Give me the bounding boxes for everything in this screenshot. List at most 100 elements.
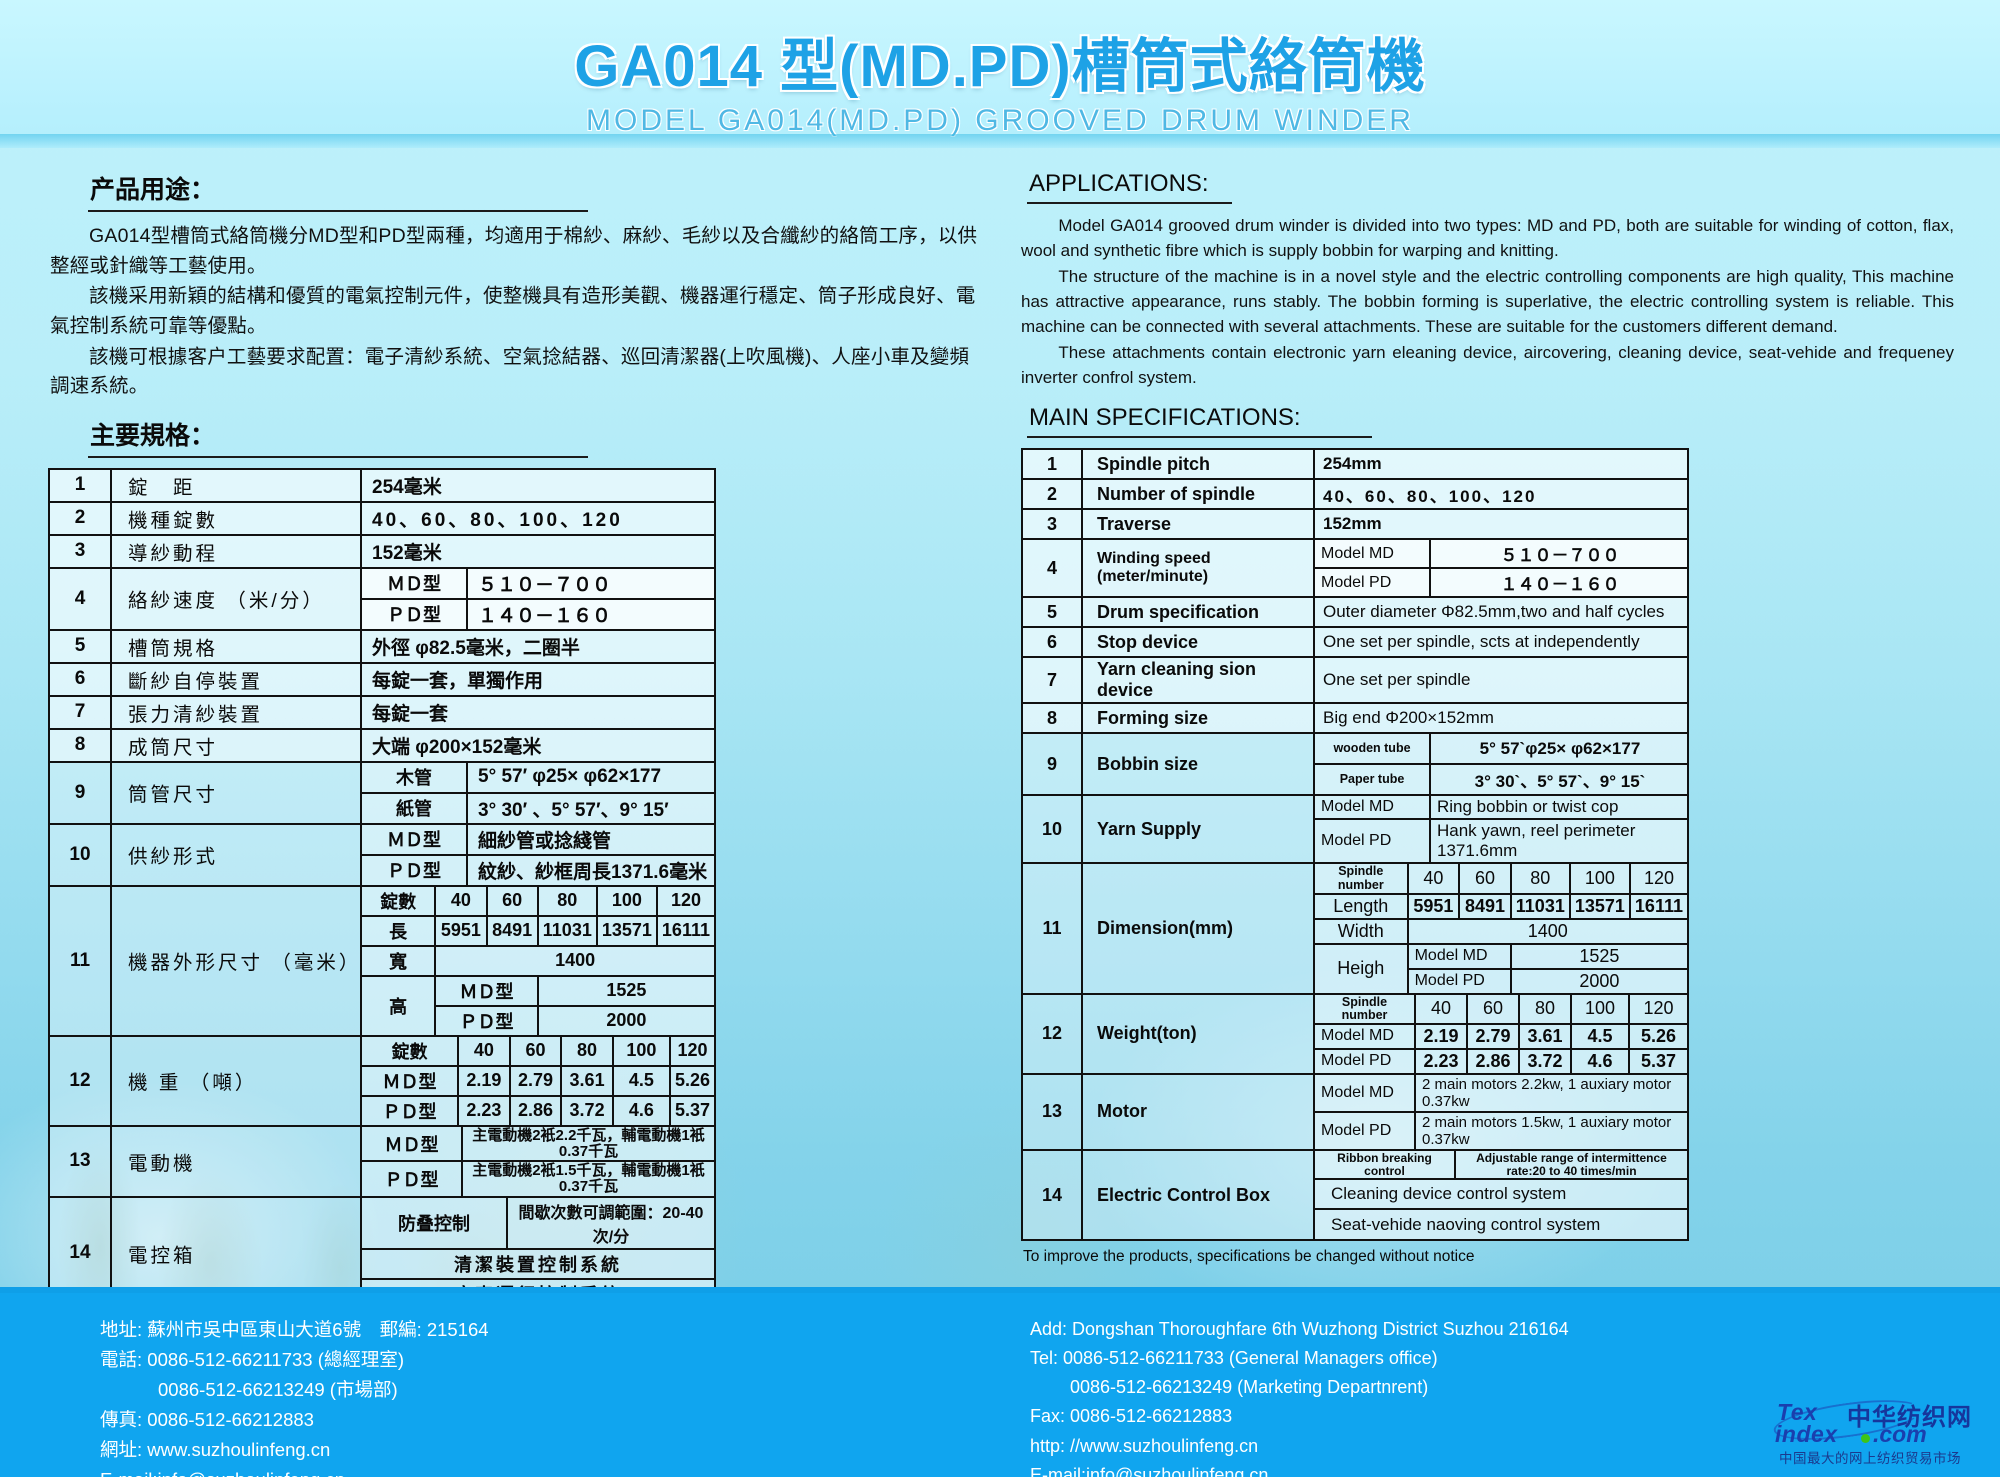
spindle-number-key: Spindle number	[1315, 864, 1409, 895]
texindex-logo[interactable]: Tex 中华纺织网 index .com 中国最大的网上纺织贸易市场	[1771, 1389, 1978, 1467]
height-pd-key: ＰＤ型	[434, 1004, 539, 1035]
footer-tel1-cn: 電話: 0086-512-66211733 (總經理室)	[100, 1348, 405, 1370]
spindle-number-key: 錠數	[362, 886, 437, 917]
motor-pd-key: ＰＤ型	[362, 1160, 463, 1196]
length-100: 13571	[595, 914, 658, 947]
row-label: 機 重 （噸）	[110, 1034, 362, 1127]
spec-table-english: 1 Spindle pitch 254mm 2 Number of spindl…	[1021, 448, 1689, 1242]
row-number: 4	[48, 566, 112, 631]
model-pd-key: Model PD	[1315, 567, 1431, 597]
model-pd-value: 紋紗、紗框周長1371.6毫米	[466, 853, 714, 885]
row-number: 1	[48, 467, 112, 503]
footer-tel1-en: Tel: 0086-512-66211733 (General Managers…	[1030, 1348, 1438, 1369]
dimension-subtable: Spindle number 40 60 80 100 120 Length 5…	[1315, 864, 1687, 993]
spindle-100: 100	[1568, 864, 1631, 895]
applications-paragraph-1-cn: GA014型槽筒式絡筒機分MD型和PD型兩種，均適用于棉紗、麻紗、毛紗以及合纖紗…	[50, 225, 978, 277]
motor-pd-key: Model PD	[1315, 1110, 1416, 1149]
row-label: 電動機	[110, 1124, 362, 1198]
height-pd-value: 2000	[1509, 967, 1687, 993]
row-number: 14	[1021, 1148, 1083, 1242]
row-value: 254mm	[1313, 448, 1689, 481]
table-row: 1 Spindle pitch 254mm	[1021, 448, 1689, 481]
table-row: 5 槽筒規格 外徑 φ82.5毫米，二圈半	[48, 628, 716, 664]
footer-address-en: Add: Dongshan Thoroughfare 6th Wuzhong D…	[1030, 1319, 1569, 1339]
spec-heading-cn: 主要規格：	[90, 421, 216, 450]
spindle-120: 120	[1628, 864, 1687, 895]
length-120: 16111	[655, 914, 714, 947]
row-number: 3	[1021, 508, 1083, 541]
table-row: 7 張力清紗裝置 每錠一套	[48, 694, 716, 730]
length-80: 11031	[536, 914, 598, 947]
height-md-key: Model MD	[1406, 942, 1512, 970]
motor-md-value: 主電動機2衹2.2千瓦，輔電動機1衹0.37千瓦	[461, 1126, 714, 1163]
weight-pd-60: 2.86	[1466, 1047, 1520, 1073]
row-number: 3	[48, 533, 112, 569]
logo-dot-icon	[1861, 1434, 1870, 1443]
row-number: 12	[1021, 992, 1083, 1075]
applications-heading-cn: 产品用途：	[90, 176, 216, 204]
weight-pd-key: ＰＤ型	[362, 1094, 460, 1125]
length-40: 5951	[1406, 892, 1461, 920]
footer-address-cn: 地址: 蘇州市吳中區東山大道6號 郵編: 215164	[100, 1319, 489, 1340]
table-row: 12 機 重 （噸） 錠數 40 60 80 100 120	[48, 1034, 716, 1127]
footer-website-cn[interactable]: 網址: www.suzhoulinfeng.cn	[100, 1438, 331, 1460]
model-md-value: Ring bobbin or twist cop	[1429, 796, 1687, 821]
spindle-100: 100	[1570, 994, 1630, 1025]
paper-tube-value: 3° 30′ 、5° 57′、9° 15′	[466, 791, 714, 823]
row-value: 每錠一套，單獨作用	[360, 661, 716, 697]
model-md-key: Model MD	[1315, 540, 1431, 570]
spec-table-chinese: 1 錠 距 254毫米 2 機種錠數 40、60、80、100、120 3 導紗…	[48, 467, 716, 1311]
winding-speed-subtable: ＭＤ型 ５１０－７００ ＰＤ型 １４０－１６０	[362, 568, 714, 629]
spindle-number-key: Spindle number	[1315, 994, 1416, 1025]
footer-contact-english: Add: Dongshan Thoroughfare 6th Wuzhong D…	[1030, 1315, 1960, 1477]
table-row: 9 Bobbin size wooden tube 5° 57`φ25× φ62…	[1021, 732, 1689, 797]
table-row: 10 供紗形式 ＭＤ型 細紗管或捻綫管 ＰＤ型 紋紗、紗框周長1371.6毫米	[48, 822, 716, 887]
row-label: Yarn cleaning sion device	[1081, 656, 1315, 705]
spindle-80: 80	[536, 886, 598, 917]
content-area: 产品用途： GA014型槽筒式絡筒機分MD型和PD型兩種，均適用于棉紗、麻紗、毛…	[0, 148, 2000, 1344]
wooden-tube-key: wooden tube	[1315, 734, 1431, 766]
spindle-60: 60	[508, 1036, 563, 1067]
spindle-60: 60	[1458, 864, 1512, 895]
paper-tube-key: Paper tube	[1315, 763, 1431, 795]
row-value: 254毫米	[360, 467, 716, 503]
applications-paragraph-3-en: These attachments contain electronic yar…	[1021, 343, 1954, 387]
ribbon-breaking-key: Ribbon breaking control	[1315, 1150, 1456, 1181]
row-value: 40、60、80、100、120	[360, 500, 716, 536]
height-key: Heigh	[1315, 942, 1409, 993]
motor-subtable: ＭＤ型 主電動機2衹2.2千瓦，輔電動機1衹0.37千瓦 ＰＤ型 主電動機2衹1…	[362, 1126, 714, 1196]
table-row: 8 成筒尺寸 大端 φ200×152毫米	[48, 727, 716, 763]
row-label: 張力清紗裝置	[110, 694, 362, 730]
row-number: 7	[48, 694, 112, 730]
row-value: 152mm	[1313, 508, 1689, 541]
table-row: 2 機種錠數 40、60、80、100、120	[48, 500, 716, 536]
table-row: 3 Traverse 152mm	[1021, 508, 1689, 541]
footer-email-en[interactable]: E-mail:info@suzhoulinfeng.cn	[1030, 1464, 1269, 1477]
applications-paragraph-3-cn: 該機可根據客户工藝要求配置：電子清紗系統、空氣捻結器、巡回清潔器(上吹風機)、人…	[50, 345, 970, 398]
row-label: Number of spindle	[1081, 478, 1315, 511]
table-row: 12 Weight(ton) Spindle number 40 60 80 1…	[1021, 992, 1689, 1075]
bobbin-size-subtable: wooden tube 5° 57`φ25× φ62×177 Paper tub…	[1315, 734, 1687, 795]
row-label: Drum specification	[1081, 596, 1315, 629]
footer-tel2-cn: 0086-512-66213249 (市場部)	[158, 1378, 398, 1400]
logo-chinese-name: 中华纺织网	[1847, 1404, 1972, 1431]
length-80: 11031	[1509, 892, 1571, 920]
motor-md-key: ＭＤ型	[362, 1126, 463, 1163]
cleaning-system-value: 清潔裝置控制系統	[362, 1247, 714, 1280]
model-md-value: ５１０－７００	[466, 568, 714, 600]
spindle-40: 40	[1406, 864, 1461, 895]
weight-md-40: 2.19	[1414, 1022, 1468, 1050]
spindle-100: 100	[595, 886, 658, 917]
row-label: 導紗動程	[110, 533, 362, 569]
column-english: APPLICATIONS: Model GA014 grooved drum w…	[1007, 170, 1970, 1344]
weight-md-80: 3.61	[560, 1064, 614, 1097]
dimension-subtable: 錠數 40 60 80 100 120 長 5951 8491 11031	[362, 886, 714, 1035]
length-key: Length	[1315, 892, 1409, 920]
height-md-key: ＭＤ型	[434, 974, 539, 1007]
weight-md-60: 2.79	[508, 1064, 563, 1097]
model-md-value: 細紗管或捻綫管	[466, 824, 714, 856]
footer-website-en[interactable]: http: //www.suzhoulinfeng.cn	[1030, 1435, 1259, 1456]
yarn-supply-subtable: Model MD Ring bobbin or twist cop Model …	[1315, 796, 1687, 863]
footer-email-cn[interactable]: E-mail:info@suzhoulinfeng.cn	[100, 1465, 1030, 1477]
length-40: 5951	[434, 914, 488, 947]
